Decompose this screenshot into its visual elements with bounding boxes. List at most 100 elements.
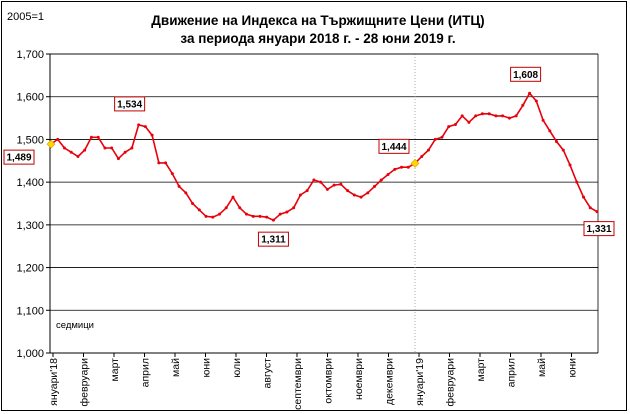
- data-point: [157, 161, 161, 165]
- data-point: [184, 191, 188, 195]
- x-tick-label: февруари: [445, 358, 457, 407]
- plot-area: 1,000 1,100 1,200 1,300 1,400 1,500 1,600 1,700…: [3, 49, 615, 410]
- x-tick-label: юли: [231, 358, 243, 378]
- data-point: [447, 125, 451, 129]
- chart-title-line1: Движение на Индекса на Тържищните Цени (…: [151, 13, 484, 28]
- data-point: [231, 195, 235, 199]
- y-tick-label: 1,500: [16, 134, 44, 146]
- data-label: 1,331: [586, 224, 611, 235]
- data-point: [460, 114, 464, 118]
- data-point: [528, 91, 532, 95]
- data-point: [69, 150, 73, 154]
- data-point: [400, 165, 404, 169]
- data-point: [501, 114, 505, 118]
- data-point: [494, 114, 498, 118]
- x-tick-label: февруари: [79, 358, 91, 407]
- data-point: [258, 214, 262, 218]
- data-point: [474, 114, 478, 118]
- data-point: [116, 157, 120, 161]
- data-point: [575, 180, 579, 184]
- data-point: [393, 167, 397, 171]
- data-point: [204, 214, 208, 218]
- data-point: [218, 212, 222, 216]
- data-point: [521, 103, 525, 107]
- data-point: [420, 155, 424, 159]
- data-point: [346, 189, 350, 193]
- highlight-point: [410, 158, 420, 168]
- data-point: [62, 146, 66, 150]
- x-tick-label: януари'18: [48, 358, 60, 406]
- x-tick-label: ноември: [353, 358, 365, 400]
- data-point: [339, 182, 343, 186]
- highlight-point: [46, 139, 56, 149]
- data-label-box: [583, 221, 615, 237]
- data-point: [137, 123, 141, 127]
- data-point: [197, 208, 201, 212]
- x-tick-label: май: [170, 358, 182, 377]
- y-tick-label: 1,400: [16, 177, 44, 189]
- data-point: [191, 202, 195, 205]
- data-label-box: [114, 96, 146, 112]
- y-tick-label: 1,300: [16, 220, 44, 232]
- y-tick-label: 1,000: [16, 348, 44, 360]
- data-point: [292, 206, 296, 210]
- data-point: [487, 112, 491, 116]
- data-point: [319, 180, 323, 184]
- chart-title-line2: за периода януари 2018 г. - 28 юни 2019 …: [180, 31, 455, 46]
- data-point: [507, 116, 511, 120]
- data-point: [285, 210, 289, 214]
- data-label-box: [257, 231, 289, 247]
- x-tick-label: декември: [384, 358, 396, 405]
- x-tick-label: април: [140, 358, 152, 387]
- data-point: [312, 178, 316, 182]
- x-tick-label: октомври: [323, 358, 335, 404]
- data-label-box: [3, 149, 35, 165]
- y-tick-label: 1,100: [16, 305, 44, 317]
- data-point: [265, 215, 269, 219]
- data-label: 1,534: [117, 99, 142, 110]
- x-tick-label: септември: [292, 358, 304, 410]
- data-point: [534, 99, 538, 103]
- series-line: [50, 91, 598, 222]
- y-tick-label: 1,200: [16, 263, 44, 275]
- data-label: 1,608: [513, 70, 538, 81]
- x-tick-label: юни: [201, 358, 213, 378]
- data-point: [110, 146, 114, 150]
- data-point: [440, 135, 444, 139]
- data-point: [582, 195, 586, 199]
- x-tick-label: март: [475, 358, 487, 382]
- x-tick-label: април: [506, 358, 518, 387]
- data-point: [480, 112, 484, 116]
- data-point: [379, 178, 383, 182]
- data-point: [359, 195, 363, 199]
- data-point: [238, 206, 242, 210]
- data-point: [211, 215, 215, 219]
- data-point: [251, 214, 255, 218]
- data-point: [426, 148, 430, 152]
- data-point: [298, 193, 302, 197]
- data-point: [177, 184, 181, 188]
- y-tick-label: 1,700: [16, 49, 44, 61]
- data-point: [386, 172, 390, 176]
- data-point: [352, 193, 356, 197]
- y-tick-label: 1,600: [16, 92, 44, 104]
- x-tick-label: юни: [567, 358, 579, 378]
- data-point: [123, 150, 127, 154]
- data-label: 1,444: [381, 142, 406, 153]
- data-point: [244, 212, 248, 216]
- data-point: [130, 146, 134, 150]
- data-point: [541, 118, 545, 122]
- data-point: [406, 165, 410, 169]
- data-point: [588, 206, 592, 210]
- x-tick-label: март: [109, 358, 121, 382]
- data-point: [96, 135, 100, 139]
- data-point: [164, 161, 168, 165]
- data-point: [305, 189, 309, 193]
- data-point: [561, 148, 565, 152]
- data-point: [56, 137, 60, 141]
- data-point: [278, 212, 282, 216]
- data-point: [76, 155, 80, 159]
- data-point: [433, 137, 437, 141]
- unit-label: седмици: [56, 320, 94, 331]
